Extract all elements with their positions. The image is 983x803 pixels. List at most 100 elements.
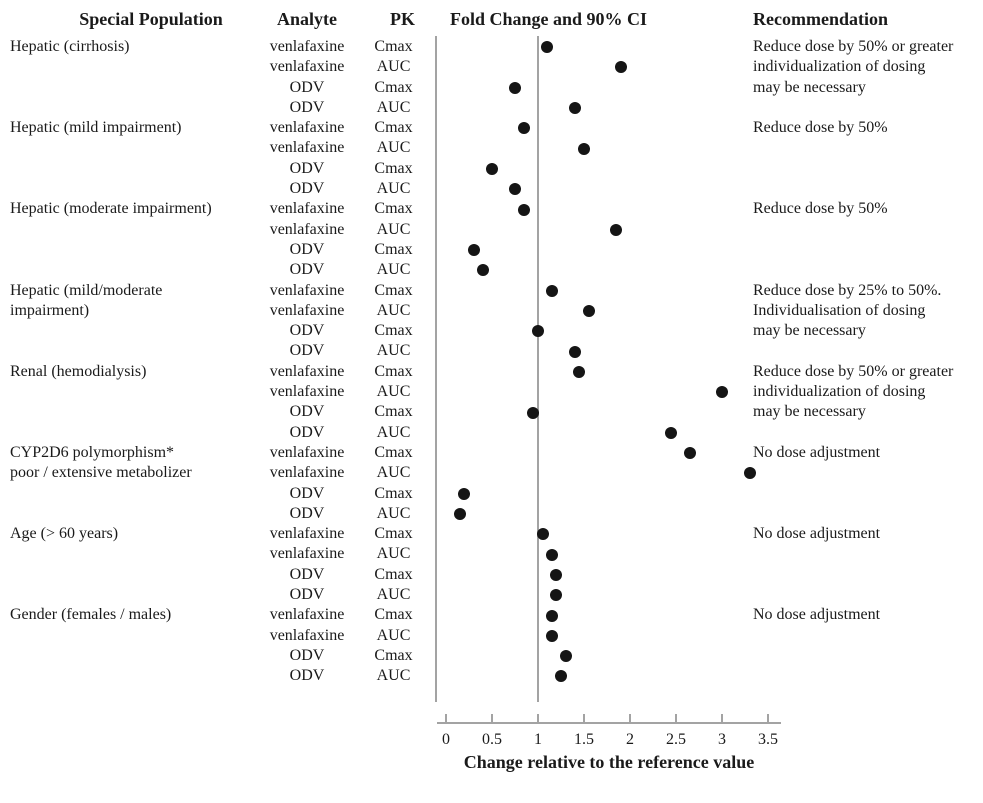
recommendation-text: Reduce dose by 50% or greater [753, 362, 954, 380]
recommendation-text: individualization of dosing [753, 383, 926, 401]
pk-label: Cmax [374, 159, 413, 177]
pk-label: Cmax [374, 362, 413, 380]
table-row: ODV Cmax [0, 484, 983, 504]
pk-label: Cmax [374, 240, 413, 258]
pk-label: AUC [376, 383, 411, 401]
analyte-label: venlafaxine [269, 200, 345, 218]
table-row: Renal (hemodialysis) venlafaxine Cmax Reduc… [0, 362, 983, 382]
population-label: poor / extensive metabolizer [10, 464, 192, 482]
x-axis-title: Change relative to the reference value [463, 752, 755, 772]
recommendation-text: may be necessary [753, 403, 866, 421]
table-row: venlafaxine AUC [0, 544, 983, 564]
analyte-label: ODV [289, 484, 325, 502]
table-row: ODV AUC [0, 98, 983, 118]
axis-tick-label: 2.5 [666, 731, 686, 748]
table-row: CYP2D6 polymorphism* venlafaxine Cmax No do… [0, 443, 983, 463]
table-row: ODV AUC [0, 341, 983, 361]
pk-label: Cmax [374, 403, 413, 421]
table-row: ODV Cmax may be necessary [0, 321, 983, 341]
recommendation-text: Individualisation of dosing [753, 301, 926, 319]
analyte-label: ODV [289, 261, 325, 279]
population-label: Hepatic (mild/moderate [10, 281, 163, 299]
axis-tick [583, 714, 585, 722]
table-row: ODV Cmax [0, 240, 983, 260]
recommendation-text: No dose adjustment [753, 443, 881, 461]
recommendation-text: No dose adjustment [753, 606, 881, 624]
recommendation-text: Reduce dose by 50% or greater [753, 38, 954, 55]
pk-label: AUC [376, 464, 411, 482]
axis-tick-label: 0.5 [482, 731, 502, 748]
pk-label: AUC [376, 545, 411, 563]
table-row: Age (> 60 years) venlafaxine Cmax No dose a… [0, 524, 983, 544]
analyte-label: venlafaxine [269, 606, 345, 624]
pk-label: AUC [376, 423, 411, 441]
table-row: ODV Cmax [0, 159, 983, 179]
pk-label: AUC [376, 586, 411, 604]
analyte-label: venlafaxine [269, 525, 345, 543]
header-fold-change: Fold Change and 90% CI [450, 9, 648, 29]
table-row: ODV AUC [0, 666, 983, 686]
analyte-label: ODV [289, 342, 325, 360]
axis-tick [629, 714, 631, 722]
recommendation-text: Reduce dose by 50% [753, 200, 888, 218]
table-row: impairment) venlafaxine AUC Individualisati… [0, 301, 983, 321]
population-label: Age (> 60 years) [10, 525, 119, 543]
recommendation-text: Reduce dose by 25% to 50%. [753, 281, 942, 299]
analyte-label: ODV [289, 403, 325, 421]
population-label: impairment) [10, 301, 90, 319]
table-row: poor / extensive metabolizer venlafaxine A… [0, 463, 983, 483]
pk-label: AUC [376, 301, 411, 319]
axis-tick [445, 714, 447, 722]
table-row: ODV AUC [0, 585, 983, 605]
analyte-label: ODV [289, 667, 325, 685]
axis-tick-label: 1.5 [574, 731, 594, 748]
recommendation-text: No dose adjustment [753, 525, 881, 543]
analyte-label: venlafaxine [269, 383, 345, 401]
pk-label: AUC [376, 342, 411, 360]
pk-label: Cmax [374, 443, 413, 461]
table-row: venlafaxine AUC [0, 626, 983, 646]
pk-label: AUC [376, 98, 411, 116]
pk-label: Cmax [374, 281, 413, 299]
analyte-label: ODV [289, 322, 325, 340]
table-row: venlafaxine AUC [0, 220, 983, 240]
table-row: ODV Cmax [0, 646, 983, 666]
pk-label: AUC [376, 220, 411, 238]
pk-label: Cmax [374, 565, 413, 583]
population-label: Hepatic (moderate impairment) [10, 200, 212, 218]
table-row: Gender (females / males) venlafaxine Cmax N… [0, 605, 983, 625]
recommendation-text: Reduce dose by 50% [753, 119, 888, 137]
table-row: venlafaxine AUC individualization of dosin… [0, 382, 983, 402]
pk-label: Cmax [374, 322, 413, 340]
analyte-label: venlafaxine [269, 38, 345, 55]
table-row: ODV Cmax may be necessary [0, 402, 983, 422]
pk-label: AUC [376, 261, 411, 279]
table-row: venlafaxine AUC [0, 138, 983, 158]
analyte-label: venlafaxine [269, 443, 345, 461]
pk-label: AUC [376, 180, 411, 198]
analyte-label: venlafaxine [269, 220, 345, 238]
analyte-label: venlafaxine [269, 119, 345, 137]
population-label: Hepatic (cirrhosis) [10, 38, 130, 55]
axis-tick-label: 3 [718, 731, 726, 748]
axis-tick [491, 714, 493, 722]
pk-label: Cmax [374, 38, 413, 55]
axis-tick [767, 714, 769, 722]
analyte-label: venlafaxine [269, 139, 345, 157]
table-row: ODV AUC [0, 179, 983, 199]
axis-tick-label: 0 [442, 731, 450, 748]
pk-label: Cmax [374, 646, 413, 664]
analyte-label: ODV [289, 646, 325, 664]
analyte-label: ODV [289, 504, 325, 522]
analyte-label: ODV [289, 423, 325, 441]
population-label: CYP2D6 polymorphism* [10, 443, 175, 461]
table-row: ODV Cmax [0, 565, 983, 585]
analyte-label: venlafaxine [269, 58, 345, 76]
analyte-label: ODV [289, 565, 325, 583]
recommendation-text: may be necessary [753, 78, 866, 96]
analyte-label: venlafaxine [269, 545, 345, 563]
pk-label: Cmax [374, 200, 413, 218]
axis-tick [675, 714, 677, 722]
